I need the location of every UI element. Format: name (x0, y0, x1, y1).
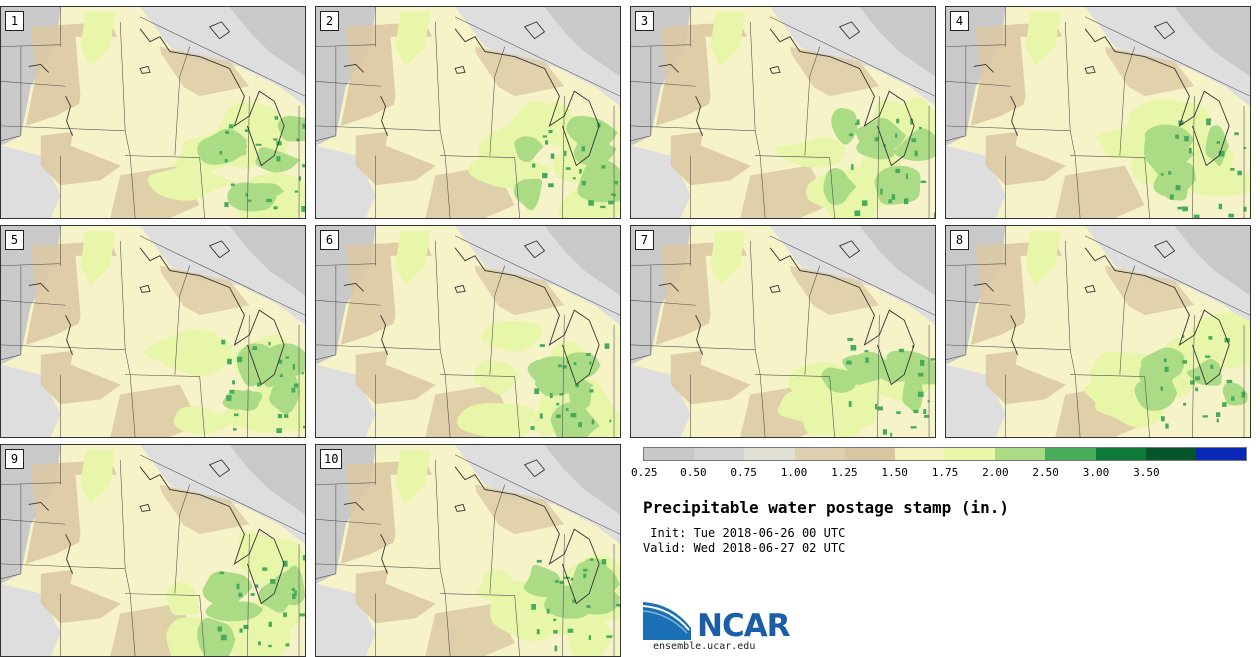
colorbar-segment (894, 448, 946, 460)
panel-number: 7 (635, 230, 654, 250)
colorbar-tick-label: 2.00 (982, 466, 1009, 479)
map-panel-8: 8 (945, 225, 1251, 438)
precipitable-water-colorbar (643, 447, 1247, 461)
panel-number: 5 (5, 230, 24, 250)
map-panel-10: 10 (315, 444, 621, 657)
panel-number: 3 (635, 11, 654, 31)
colorbar-tick-label: 0.75 (730, 466, 757, 479)
colorbar-tick-label: 0.50 (680, 466, 707, 479)
precipitable-water-map (631, 226, 935, 437)
plot-title: Precipitable water postage stamp (in.) (643, 498, 1010, 517)
colorbar-segment (794, 448, 845, 460)
colorbar-segment (1195, 448, 1247, 460)
precipitable-water-map (1, 226, 305, 437)
precipitable-water-map (316, 226, 620, 437)
ncar-logo-icon (643, 602, 691, 640)
colorbar-segment (1145, 448, 1196, 460)
ncar-logo-text: NCAR (697, 608, 791, 644)
precipitable-water-map (946, 226, 1250, 437)
valid-time: Valid: Wed 2018-06-27 02 UTC (643, 541, 846, 555)
colorbar-segment (694, 448, 745, 460)
precipitable-water-map (631, 7, 935, 218)
panel-number: 1 (5, 11, 24, 31)
colorbar-segment (644, 448, 695, 460)
map-panel-3: 3 (630, 6, 936, 219)
colorbar-segment (1045, 448, 1096, 460)
precipitable-water-map (1, 7, 305, 218)
map-panel-2: 2 (315, 6, 621, 219)
colorbar-segment (1095, 448, 1146, 460)
precipitable-water-map (316, 7, 620, 218)
colorbar-segment (945, 448, 996, 460)
colorbar-tick-label: 1.75 (931, 466, 959, 479)
precipitable-water-map (316, 445, 620, 656)
panel-number: 2 (320, 11, 339, 31)
site-url: ensemble.ucar.edu (653, 641, 756, 652)
panel-number: 4 (950, 11, 969, 31)
colorbar-segment (995, 448, 1046, 460)
init-time: Init: Tue 2018-06-26 00 UTC (643, 526, 846, 540)
colorbar-tick-label: 1.25 (831, 466, 858, 479)
map-panel-5: 5 (0, 225, 306, 438)
colorbar-tick-label: 3.00 (1082, 466, 1110, 479)
colorbar-tick-label: 1.50 (881, 466, 908, 479)
map-panel-9: 9 (0, 444, 306, 657)
colorbar-tick-label: 3.50 (1133, 466, 1160, 479)
colorbar-tick-label: 2.50 (1032, 466, 1059, 479)
precipitable-water-map (946, 7, 1250, 218)
colorbar-tick-label: 1.00 (780, 466, 808, 479)
map-panel-1: 1 (0, 6, 306, 219)
colorbar-segment (844, 448, 895, 460)
panel-number: 9 (5, 449, 24, 469)
panel-number: 8 (950, 230, 969, 250)
precipitable-water-map (1, 445, 305, 656)
map-panel-4: 4 (945, 6, 1251, 219)
colorbar-tick-label: 0.25 (631, 466, 658, 479)
colorbar-segment (744, 448, 795, 460)
map-panel-7: 7 (630, 225, 936, 438)
map-panel-6: 6 (315, 225, 621, 438)
panel-number: 6 (320, 230, 339, 250)
panel-number: 10 (320, 449, 343, 469)
